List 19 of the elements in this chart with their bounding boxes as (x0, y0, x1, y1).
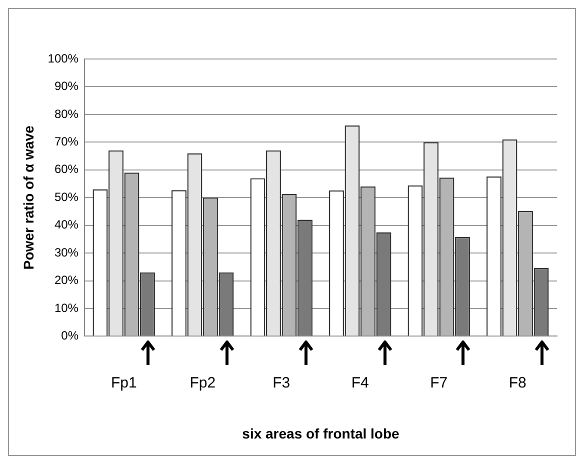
y-axis-title: Power ratio of α wave (20, 125, 36, 270)
x-tick-label: F4 (351, 374, 369, 392)
x-tick-label: Fp2 (190, 374, 216, 392)
y-tick-label: 0% (61, 328, 79, 343)
y-tick-label: 50% (54, 190, 79, 204)
y-tick-label: 60% (54, 162, 79, 176)
x-axis-title: six areas of frontal lobe (242, 425, 400, 442)
y-tick-label: 100% (48, 51, 79, 66)
x-tick-label: F8 (508, 374, 526, 392)
x-tick-label: F3 (272, 374, 290, 392)
y-tick-label: 90% (54, 79, 79, 94)
y-tick-label: 80% (54, 106, 79, 121)
y-tick-label: 20% (54, 273, 79, 288)
y-tick-label: 10% (54, 300, 79, 315)
y-tick-label: 30% (54, 245, 79, 260)
x-tick-label: Fp1 (110, 374, 137, 392)
y-tick-label: 40% (54, 218, 79, 232)
x-tick-label: F7 (430, 374, 448, 392)
y-tick-label: 70% (54, 134, 79, 148)
